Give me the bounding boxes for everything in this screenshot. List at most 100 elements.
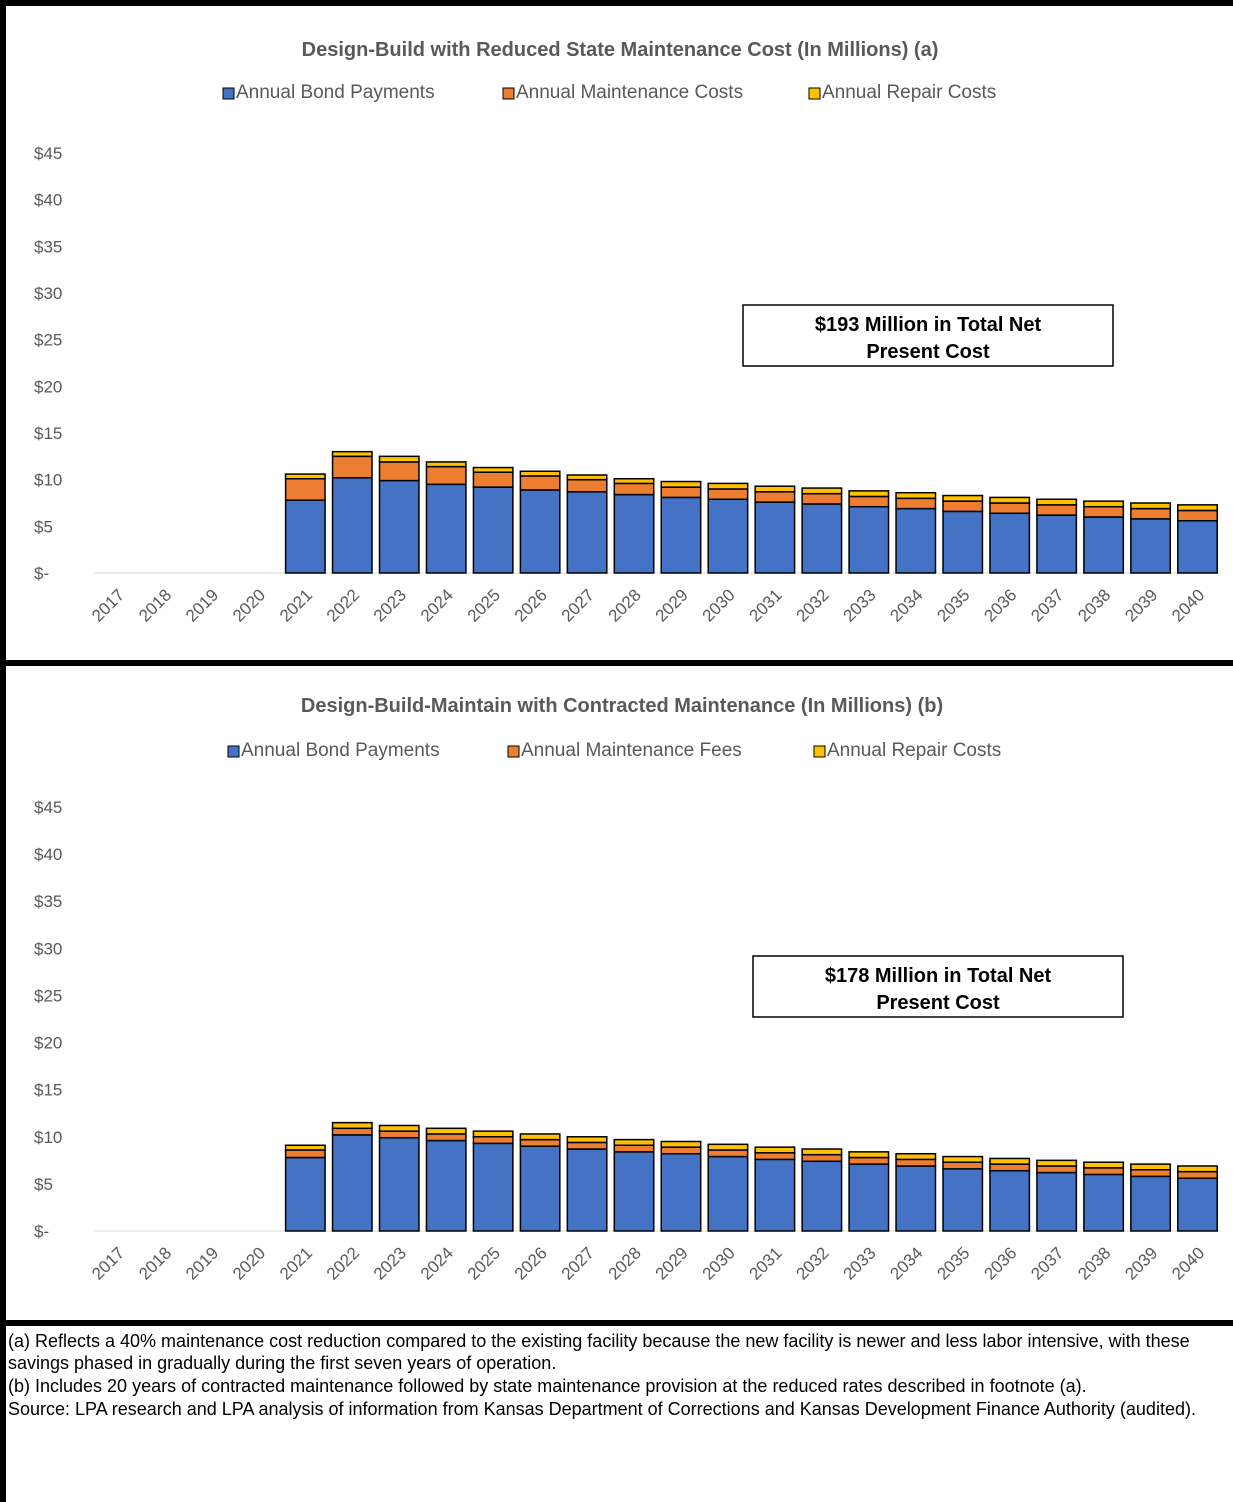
bar-2023-series-0 bbox=[378, 479, 420, 574]
bar-2036-series-1 bbox=[989, 502, 1031, 515]
bar-2039-series-0 bbox=[1130, 1175, 1172, 1232]
bar-2034-series-2 bbox=[895, 1152, 937, 1161]
x-tick-label: 2024 bbox=[417, 1243, 457, 1283]
bar-2029-series-0 bbox=[660, 1152, 702, 1232]
bar-2028-series-1 bbox=[613, 482, 655, 496]
npc-annotation: $193 Million in Total Net Present Cost bbox=[742, 304, 1114, 367]
y-tick-label: $45 bbox=[34, 798, 62, 817]
bar-2026-series-2 bbox=[519, 1133, 561, 1141]
bar-2035-series-1 bbox=[942, 500, 984, 513]
bar-2023-series-2 bbox=[378, 1124, 420, 1132]
x-tick-label: 2030 bbox=[699, 585, 739, 625]
bar-2030-series-2 bbox=[707, 1143, 749, 1151]
bar-2030-series-1 bbox=[707, 1149, 749, 1158]
x-tick-label: 2037 bbox=[1027, 585, 1067, 625]
bar-2022-series-0 bbox=[331, 1134, 373, 1232]
y-tick-label: $30 bbox=[34, 284, 62, 303]
x-tick-label: 2024 bbox=[417, 585, 457, 625]
x-tick-label: 2017 bbox=[88, 1243, 128, 1283]
x-tick-label: 2021 bbox=[276, 1243, 316, 1283]
bar-2033-series-1 bbox=[848, 495, 890, 508]
bar-2022-series-2 bbox=[331, 1121, 373, 1130]
bar-2022-series-1 bbox=[331, 1127, 373, 1136]
bar-2034-series-0 bbox=[895, 507, 937, 574]
y-tick-label: $15 bbox=[34, 1081, 62, 1100]
footnote-a: (a) Reflects a 40% maintenance cost redu… bbox=[8, 1331, 1190, 1373]
legend-swatch-0 bbox=[222, 87, 235, 100]
chart-legend: Annual Bond Payments Annual Maintenance F… bbox=[227, 740, 1001, 761]
x-tick-label: 2025 bbox=[464, 1243, 504, 1283]
npc-annotation: $178 Million in Total Net Present Cost bbox=[752, 955, 1124, 1018]
bar-2021-series-0 bbox=[284, 499, 326, 574]
x-axis: 2017 2018 2019 2020 2021 2022 2023 2024 2025 2026… bbox=[88, 1243, 1208, 1283]
y-tick-label: $35 bbox=[34, 237, 62, 256]
bar-2040-series-2 bbox=[1177, 1165, 1218, 1173]
x-tick-label: 2039 bbox=[1121, 585, 1161, 625]
x-tick-label: 2036 bbox=[980, 585, 1020, 625]
bar-2027-series-0 bbox=[566, 491, 608, 574]
bar-2034-series-1 bbox=[895, 497, 937, 510]
bar-2026-series-1 bbox=[519, 1138, 561, 1147]
bar-2037-series-0 bbox=[1036, 1171, 1078, 1232]
y-tick-label: $20 bbox=[34, 1034, 62, 1053]
x-tick-label: 2028 bbox=[605, 585, 645, 625]
x-tick-label: 2040 bbox=[1168, 1243, 1208, 1283]
bar-2029-series-1 bbox=[660, 1146, 702, 1155]
x-tick-label: 2025 bbox=[464, 585, 504, 625]
notes-divider bbox=[0, 1320, 1233, 1326]
x-tick-label: 2018 bbox=[135, 585, 175, 625]
annotation-line-2: Present Cost bbox=[876, 992, 1000, 1014]
x-tick-label: 2028 bbox=[605, 1243, 645, 1283]
bar-2024-series-0 bbox=[425, 1139, 467, 1232]
bar-2035-series-0 bbox=[942, 510, 984, 574]
bar-2038-series-2 bbox=[1083, 500, 1125, 508]
bar-2030-series-0 bbox=[707, 498, 749, 574]
annotation-box bbox=[752, 955, 1124, 1018]
y-tick-label: $45 bbox=[34, 144, 62, 163]
x-tick-label: 2020 bbox=[229, 585, 269, 625]
bar-2036-series-2 bbox=[989, 496, 1031, 504]
bar-2036-series-0 bbox=[989, 1169, 1031, 1232]
x-tick-label: 2026 bbox=[511, 1243, 551, 1283]
x-tick-label: 2035 bbox=[933, 585, 973, 625]
bar-2021-series-1 bbox=[284, 1149, 326, 1159]
bar-2040-series-1 bbox=[1177, 509, 1218, 522]
bar-2030-series-0 bbox=[707, 1155, 749, 1232]
annotation-line-2: Present Cost bbox=[866, 341, 990, 363]
chart-title: Design-Build-Maintain with Contracted Ma… bbox=[301, 695, 943, 717]
bar-2026-series-0 bbox=[519, 1145, 561, 1232]
x-tick-label: 2040 bbox=[1168, 585, 1208, 625]
bars-group bbox=[284, 1121, 1218, 1232]
bar-2025-series-0 bbox=[472, 486, 514, 574]
bar-2037-series-1 bbox=[1036, 1165, 1078, 1174]
legend-swatch-2 bbox=[813, 745, 826, 758]
bar-2031-series-1 bbox=[754, 1152, 796, 1161]
bar-2028-series-2 bbox=[613, 477, 655, 485]
chart-panel-design-build: Design-Build with Reduced State Maintena… bbox=[6, 6, 1233, 660]
bar-2023-series-1 bbox=[378, 461, 420, 482]
bar-2032-series-2 bbox=[801, 487, 843, 495]
bar-2039-series-0 bbox=[1130, 518, 1172, 574]
x-tick-label: 2017 bbox=[88, 585, 128, 625]
y-axis: $45 $40 $35 $30 $25 $20 $15 $10 $5 $- bbox=[34, 798, 1221, 1241]
bar-2034-series-0 bbox=[895, 1165, 937, 1232]
y-tick-label: $25 bbox=[34, 986, 62, 1005]
bar-2032-series-2 bbox=[801, 1148, 843, 1156]
bar-2031-series-2 bbox=[754, 1146, 796, 1154]
bar-2028-series-1 bbox=[613, 1144, 655, 1153]
bar-2027-series-2 bbox=[566, 1136, 608, 1144]
bar-2028-series-0 bbox=[613, 1151, 655, 1232]
bar-2037-series-0 bbox=[1036, 514, 1078, 574]
y-tick-label: $35 bbox=[34, 892, 62, 911]
bar-2033-series-0 bbox=[848, 505, 890, 574]
bar-2022-series-2 bbox=[331, 450, 373, 458]
bar-2026-series-1 bbox=[519, 475, 561, 491]
bar-2029-series-0 bbox=[660, 496, 702, 574]
bar-2032-series-0 bbox=[801, 1160, 843, 1232]
x-tick-label: 2023 bbox=[370, 585, 410, 625]
x-tick-label: 2034 bbox=[886, 585, 926, 625]
bar-2035-series-1 bbox=[942, 1161, 984, 1170]
y-tick-label: $10 bbox=[34, 471, 62, 490]
legend-label-0: Annual Bond Payments bbox=[236, 82, 435, 103]
bar-2027-series-1 bbox=[566, 1141, 608, 1150]
